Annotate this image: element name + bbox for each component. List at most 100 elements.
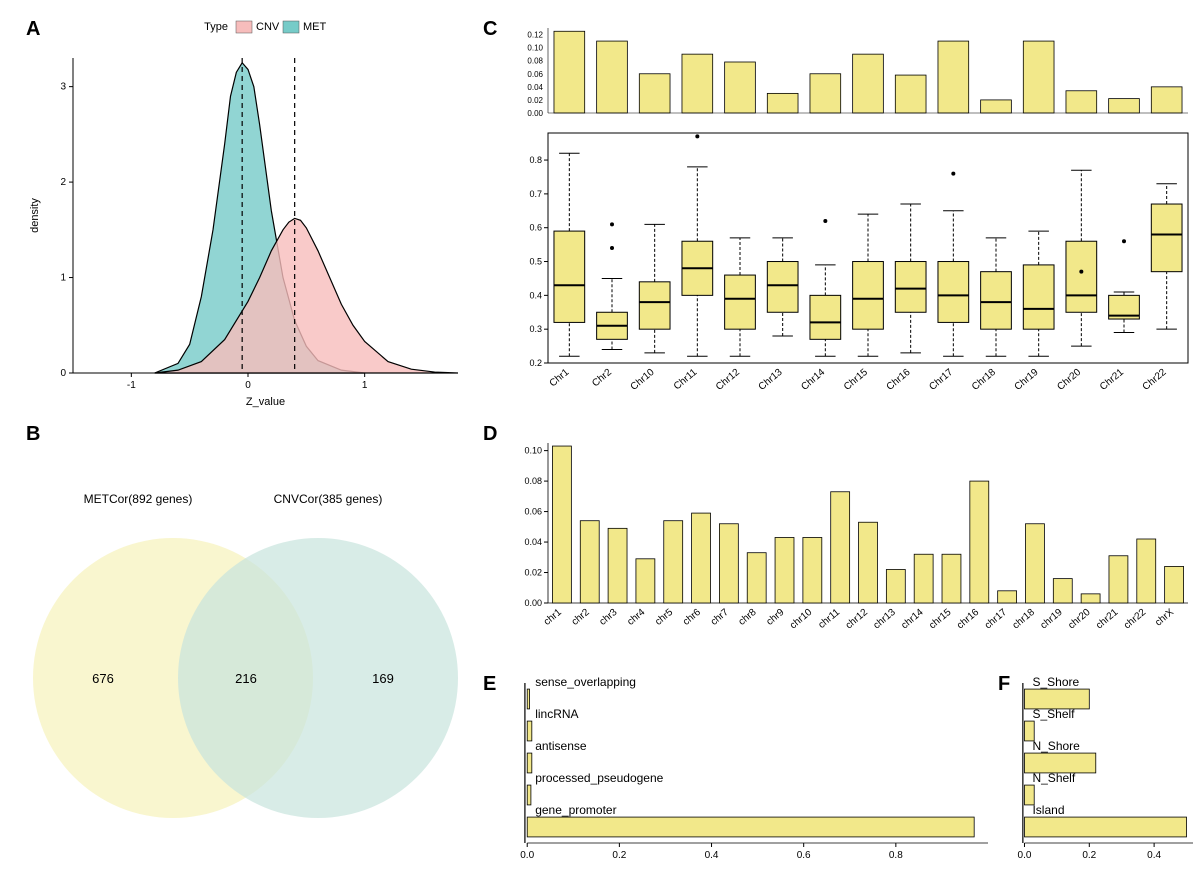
svg-text:Island: Island bbox=[1032, 803, 1064, 817]
svg-text:chr20: chr20 bbox=[1066, 607, 1093, 632]
svg-text:216: 216 bbox=[235, 671, 257, 686]
svg-text:chr14: chr14 bbox=[899, 607, 926, 632]
svg-text:0.00: 0.00 bbox=[527, 109, 543, 118]
svg-text:676: 676 bbox=[92, 671, 114, 686]
svg-text:169: 169 bbox=[372, 671, 394, 686]
svg-text:0.02: 0.02 bbox=[527, 96, 543, 105]
svg-text:Chr14: Chr14 bbox=[799, 367, 827, 393]
svg-text:Chr10: Chr10 bbox=[629, 367, 657, 393]
svg-text:0.6: 0.6 bbox=[797, 850, 811, 861]
svg-text:0.7: 0.7 bbox=[529, 189, 542, 199]
svg-text:chr15: chr15 bbox=[927, 607, 954, 632]
svg-text:Chr11: Chr11 bbox=[672, 367, 700, 393]
svg-text:sense_overlapping: sense_overlapping bbox=[535, 675, 636, 689]
svg-text:chr5: chr5 bbox=[653, 607, 675, 628]
svg-text:chr13: chr13 bbox=[872, 607, 899, 632]
svg-text:0.06: 0.06 bbox=[527, 70, 543, 79]
svg-text:antisense: antisense bbox=[535, 739, 587, 753]
svg-text:Chr2: Chr2 bbox=[590, 367, 614, 390]
panel-a-density: TypeCNVMET-1010123Z_valuedensity bbox=[18, 18, 468, 418]
svg-text:chrX: chrX bbox=[1153, 607, 1176, 629]
svg-text:0.08: 0.08 bbox=[527, 57, 543, 66]
svg-text:chr18: chr18 bbox=[1011, 607, 1038, 632]
svg-text:0.3: 0.3 bbox=[529, 324, 542, 334]
panel-e-hbar: sense_overlapping lincRNA antisense process… bbox=[498, 673, 998, 878]
svg-text:0.6: 0.6 bbox=[529, 223, 542, 233]
svg-text:Chr22: Chr22 bbox=[1141, 367, 1169, 393]
svg-text:0.4: 0.4 bbox=[529, 290, 542, 300]
svg-text:chr6: chr6 bbox=[681, 607, 703, 628]
svg-text:1: 1 bbox=[362, 380, 368, 391]
svg-text:chr11: chr11 bbox=[816, 607, 842, 631]
panel-label-d: D bbox=[483, 423, 497, 446]
svg-text:0.2: 0.2 bbox=[1082, 850, 1096, 861]
svg-text:chr22: chr22 bbox=[1122, 607, 1149, 632]
svg-text:chr17: chr17 bbox=[983, 607, 1010, 632]
svg-text:0.12: 0.12 bbox=[527, 31, 543, 40]
svg-text:1: 1 bbox=[60, 273, 66, 284]
svg-text:chr2: chr2 bbox=[570, 607, 592, 628]
svg-text:2: 2 bbox=[60, 177, 66, 188]
svg-text:0: 0 bbox=[60, 368, 66, 379]
svg-text:Chr17: Chr17 bbox=[927, 367, 955, 393]
svg-text:chr1: chr1 bbox=[542, 607, 564, 628]
svg-text:Z_value: Z_value bbox=[246, 396, 285, 408]
svg-text:0.4: 0.4 bbox=[705, 850, 719, 861]
svg-text:Chr20: Chr20 bbox=[1055, 367, 1083, 393]
svg-text:METCor(892 genes): METCor(892 genes) bbox=[84, 492, 193, 506]
svg-text:0.0: 0.0 bbox=[1018, 850, 1032, 861]
panel-label-c: C bbox=[483, 18, 497, 41]
svg-text:0.2: 0.2 bbox=[529, 358, 542, 368]
svg-text:chr19: chr19 bbox=[1038, 607, 1065, 632]
svg-text:0.8: 0.8 bbox=[889, 850, 903, 861]
panel-label-e: E bbox=[483, 673, 496, 696]
svg-text:density: density bbox=[29, 198, 41, 233]
svg-text:Chr12: Chr12 bbox=[714, 367, 742, 393]
svg-text:0.10: 0.10 bbox=[524, 446, 542, 456]
svg-text:0.00: 0.00 bbox=[524, 598, 542, 608]
svg-text:-1: -1 bbox=[127, 380, 136, 391]
figure-root: A B C D E F TypeCNVMET-1010123Z_valueden… bbox=[8, 8, 1192, 878]
svg-text:chr7: chr7 bbox=[709, 607, 731, 628]
svg-text:Chr18: Chr18 bbox=[970, 367, 998, 393]
svg-text:Chr19: Chr19 bbox=[1013, 367, 1041, 393]
panel-f-hbar: S_ShoreS_ShelfN_ShoreN_ShelfIsland0.00.2… bbox=[1008, 673, 1200, 878]
svg-text:lincRNA: lincRNA bbox=[535, 707, 578, 721]
svg-text:MET: MET bbox=[303, 21, 327, 33]
svg-text:0.2: 0.2 bbox=[612, 850, 626, 861]
svg-text:processed_pseudogene: processed_pseudogene bbox=[535, 771, 663, 785]
svg-text:chr16: chr16 bbox=[955, 607, 982, 632]
panel-c-barbox: 0.00 0.02 0.04 0.06 0.08 0.10 0.12 0.2 0.3 0.4 0.5… bbox=[498, 18, 1198, 418]
svg-text:Chr21: Chr21 bbox=[1098, 367, 1126, 393]
svg-text:0.0: 0.0 bbox=[520, 850, 534, 861]
panel-d-bar: 0.00 0.02 0.04 0.06 0.08 0.10 chr1 chr2 chr3chr4… bbox=[498, 428, 1198, 658]
svg-text:Chr16: Chr16 bbox=[885, 367, 913, 393]
svg-text:0.08: 0.08 bbox=[524, 476, 542, 486]
svg-text:CNV: CNV bbox=[256, 21, 280, 33]
svg-text:chr4: chr4 bbox=[625, 607, 647, 628]
svg-text:chr10: chr10 bbox=[788, 607, 815, 632]
svg-text:chr12: chr12 bbox=[844, 607, 871, 632]
svg-text:0.8: 0.8 bbox=[529, 155, 542, 165]
svg-text:CNVCor(385 genes): CNVCor(385 genes) bbox=[274, 492, 383, 506]
svg-text:chr3: chr3 bbox=[598, 607, 620, 628]
panel-b-venn: METCor(892 genes) CNVCor(385 genes) 676 216… bbox=[18, 428, 468, 878]
svg-text:0.04: 0.04 bbox=[524, 537, 542, 547]
svg-text:chr9: chr9 bbox=[764, 607, 786, 628]
svg-text:0.5: 0.5 bbox=[529, 257, 542, 267]
svg-text:0.06: 0.06 bbox=[524, 507, 542, 517]
svg-text:S_Shelf: S_Shelf bbox=[1032, 707, 1075, 721]
svg-text:Chr13: Chr13 bbox=[757, 367, 785, 393]
svg-text:0.4: 0.4 bbox=[1147, 850, 1161, 861]
svg-text:N_Shelf: N_Shelf bbox=[1032, 771, 1075, 785]
svg-text:Chr1: Chr1 bbox=[548, 367, 572, 390]
svg-text:chr21: chr21 bbox=[1094, 607, 1121, 632]
svg-text:N_Shore: N_Shore bbox=[1032, 739, 1080, 753]
svg-text:gene_promoter: gene_promoter bbox=[535, 803, 616, 817]
svg-text:Chr15: Chr15 bbox=[842, 367, 870, 393]
svg-text:0.04: 0.04 bbox=[527, 83, 543, 92]
svg-text:chr8: chr8 bbox=[737, 607, 759, 628]
svg-text:0.10: 0.10 bbox=[527, 44, 543, 53]
svg-text:0.02: 0.02 bbox=[524, 568, 542, 578]
svg-text:0: 0 bbox=[245, 380, 251, 391]
